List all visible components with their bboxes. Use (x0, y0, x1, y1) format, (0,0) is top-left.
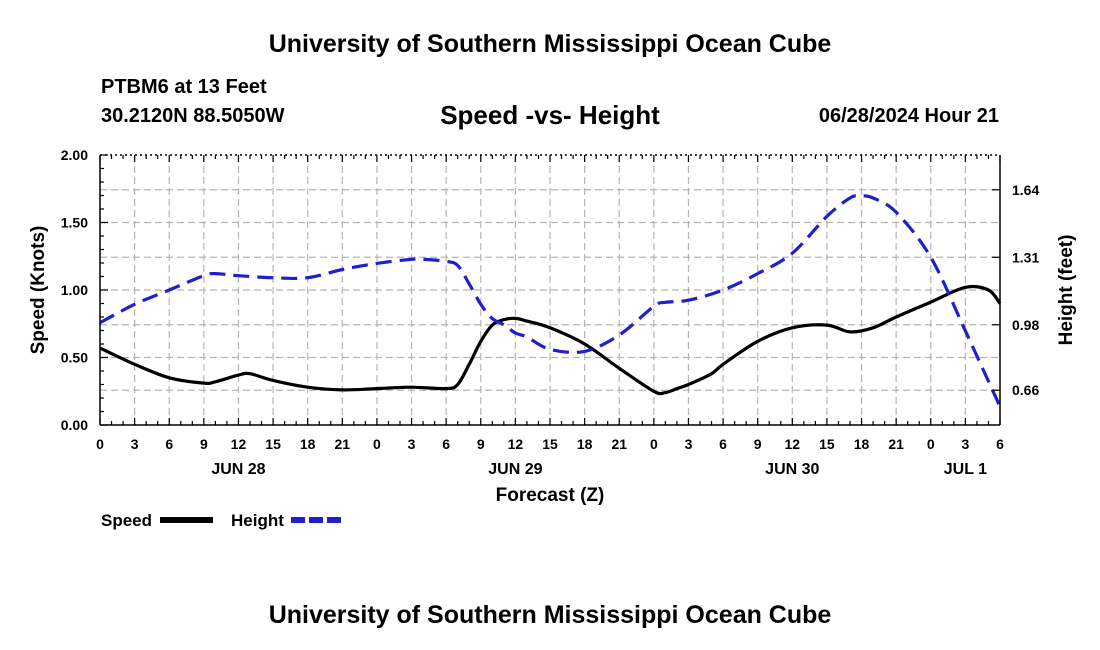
x-tick-label: 3 (685, 436, 693, 452)
station-name: PTBM6 at 13 Feet (101, 76, 267, 98)
timestamp: 06/28/2024 Hour 21 (818, 105, 999, 127)
x-date-label: JUN 30 (765, 461, 819, 478)
x-tick-label: 0 (650, 436, 658, 452)
x-tick-label: 9 (477, 436, 485, 452)
y-axis-title: Speed (Knots) (28, 226, 49, 355)
y2-tick-label: 1.31 (1012, 249, 1039, 265)
x-tick-label: 12 (785, 436, 801, 452)
x-tick-label: 15 (265, 436, 281, 452)
x-tick-label: 0 (96, 436, 104, 452)
page-title-bottom: University of Southern Mississippi Ocean… (268, 601, 832, 629)
series-lines (99, 194, 1002, 408)
y-tick-label: 1.00 (61, 282, 88, 298)
x-tick-label: 0 (927, 436, 935, 452)
y2-tick-label: 0.66 (1012, 382, 1039, 398)
series-line-height (99, 194, 1002, 408)
x-tick-label: 18 (300, 436, 316, 452)
page-title-top: University of Southern Mississippi Ocean… (268, 30, 832, 58)
x-tick-label: 15 (819, 436, 835, 452)
x-tick-label: 6 (442, 436, 450, 452)
x-tick-label: 18 (577, 436, 593, 452)
x-tick-label: 3 (961, 436, 969, 452)
x-tick-label: 6 (719, 436, 727, 452)
legend-label-speed: Speed (101, 511, 152, 530)
axis-labels: 0 3 6 9 12 15 18 21 0 3 6 9 12 15 18 21 0 3 6 9 12 15 18 21 0 3 6J… (28, 147, 1077, 506)
chart-subtitle: Speed -vs- Height (440, 100, 660, 130)
y2-tick-label: 0.98 (1012, 317, 1039, 333)
x-tick-label: 15 (542, 436, 558, 452)
y-tick-label: 0.50 (61, 350, 88, 366)
x-tick-label: 21 (888, 436, 904, 452)
station-coordinates: 30.2120N 88.5050W (101, 105, 285, 127)
x-tick-label: 6 (996, 436, 1004, 452)
chart-axes (99, 154, 1001, 426)
x-tick-label: 9 (754, 436, 762, 452)
legend-label-height: Height (231, 511, 284, 530)
x-tick-label: 3 (408, 436, 416, 452)
x-date-label: JUN 29 (488, 461, 542, 478)
legend: Speed Height (101, 511, 343, 530)
y2-axis-title: Height (feet) (1056, 235, 1077, 346)
x-axis-title: Forecast (Z) (496, 485, 605, 506)
x-date-label: JUL 1 (944, 461, 987, 478)
x-tick-label: 0 (373, 436, 381, 452)
y-tick-label: 1.50 (61, 215, 88, 231)
x-tick-label: 21 (611, 436, 627, 452)
x-date-label: JUN 28 (211, 461, 265, 478)
y2-tick-label: 1.64 (1012, 182, 1039, 198)
grid-lines (100, 155, 1000, 425)
x-tick-label: 12 (231, 436, 247, 452)
x-tick-label: 12 (508, 436, 524, 452)
series-line-speed (99, 284, 1002, 396)
x-tick-label: 9 (200, 436, 208, 452)
y-tick-label: 2.00 (61, 147, 88, 163)
y-tick-label: 0.00 (61, 417, 88, 433)
x-tick-label: 6 (165, 436, 173, 452)
x-tick-label: 18 (854, 436, 870, 452)
x-tick-label: 21 (335, 436, 351, 452)
x-tick-label: 3 (131, 436, 139, 452)
